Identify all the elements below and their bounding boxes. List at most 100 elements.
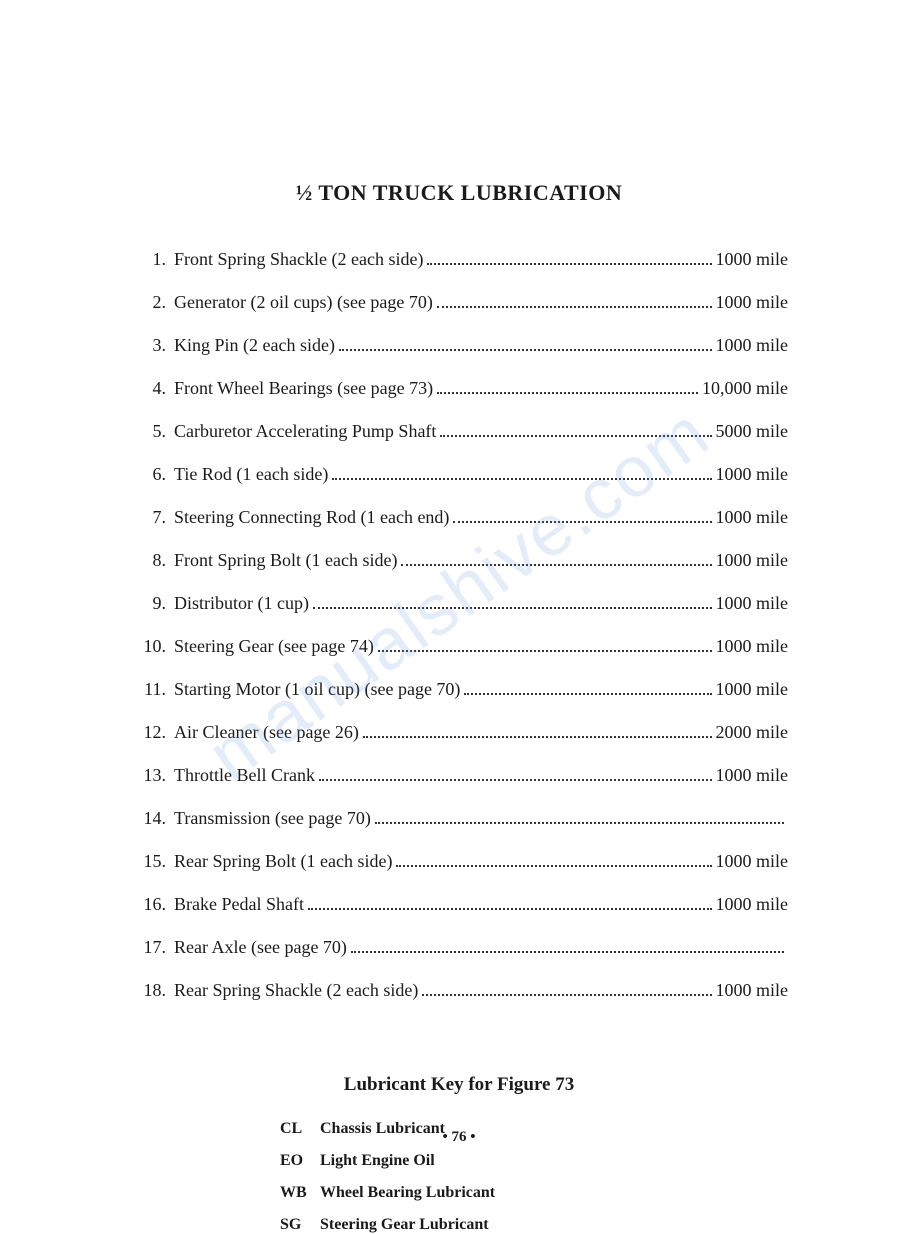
- item-number: 17.: [130, 934, 174, 961]
- item-interval: 1000 mile: [716, 676, 789, 703]
- key-item: WBWheel Bearing Lubricant: [280, 1184, 788, 1202]
- list-item: 16.Brake Pedal Shaft 1000 mile: [130, 891, 788, 918]
- list-item: 4.Front Wheel Bearings (see page 73) 10,0…: [130, 375, 788, 402]
- leader-dots: [422, 994, 711, 996]
- item-interval: 1000 mile: [716, 848, 789, 875]
- list-item: 9.Distributor (1 cup) 1000 mile: [130, 590, 788, 617]
- key-description: Wheel Bearing Lubricant: [320, 1184, 495, 1202]
- item-number: 9.: [130, 590, 174, 617]
- item-interval: 1000 mile: [716, 246, 789, 273]
- item-number: 6.: [130, 461, 174, 488]
- leader-dots: [308, 908, 712, 910]
- item-number: 5.: [130, 418, 174, 445]
- item-number: 12.: [130, 719, 174, 746]
- leader-dots: [453, 521, 711, 523]
- key-title: Lubricant Key for Figure 73: [130, 1074, 788, 1096]
- list-item: 12.Air Cleaner (see page 26) 2000 mile: [130, 719, 788, 746]
- page-number: • 76 •: [0, 1129, 918, 1146]
- item-label: Tie Rod (1 each side): [174, 461, 328, 488]
- item-label: Front Spring Bolt (1 each side): [174, 547, 397, 574]
- leader-dots: [427, 263, 711, 265]
- key-code: EO: [280, 1152, 320, 1170]
- item-label: Starting Motor (1 oil cup) (see page 70): [174, 676, 460, 703]
- item-number: 3.: [130, 332, 174, 359]
- page-title: ½ TON TRUCK LUBRICATION: [130, 180, 788, 206]
- item-label: Generator (2 oil cups) (see page 70): [174, 289, 433, 316]
- item-number: 4.: [130, 375, 174, 402]
- item-interval: 1000 mile: [716, 590, 789, 617]
- item-interval: 1000 mile: [716, 332, 789, 359]
- leader-dots: [401, 564, 711, 566]
- item-label: Transmission (see page 70): [174, 805, 371, 832]
- item-interval: 10,000 mile: [702, 375, 788, 402]
- leader-dots: [363, 736, 712, 738]
- item-interval: 1000 mile: [716, 633, 789, 660]
- item-label: Brake Pedal Shaft: [174, 891, 304, 918]
- list-item: 8.Front Spring Bolt (1 each side) 1000 mi…: [130, 547, 788, 574]
- list-item: 10.Steering Gear (see page 74) 1000 mile: [130, 633, 788, 660]
- item-number: 18.: [130, 977, 174, 1004]
- item-label: Carburetor Accelerating Pump Shaft: [174, 418, 436, 445]
- item-label: Air Cleaner (see page 26): [174, 719, 359, 746]
- leader-dots: [437, 392, 698, 394]
- list-item: 15.Rear Spring Bolt (1 each side)1000 mi…: [130, 848, 788, 875]
- list-item: 7.Steering Connecting Rod (1 each end) 10…: [130, 504, 788, 531]
- item-number: 8.: [130, 547, 174, 574]
- item-number: 1.: [130, 246, 174, 273]
- item-interval: 2000 mile: [716, 719, 789, 746]
- item-label: Front Wheel Bearings (see page 73): [174, 375, 433, 402]
- leader-dots: [332, 478, 711, 480]
- list-item: 17.Rear Axle (see page 70): [130, 934, 788, 961]
- item-label: King Pin (2 each side): [174, 332, 335, 359]
- lubrication-list: 1.Front Spring Shackle (2 each side) 1000…: [130, 246, 788, 1004]
- list-item: 3.King Pin (2 each side) 1000 mile: [130, 332, 788, 359]
- item-interval: 1000 mile: [716, 762, 789, 789]
- item-interval: 1000 mile: [716, 289, 789, 316]
- item-label: Steering Connecting Rod (1 each end): [174, 504, 449, 531]
- item-interval: 1000 mile: [716, 504, 789, 531]
- list-item: 14.Transmission (see page 70): [130, 805, 788, 832]
- list-item: 18.Rear Spring Shackle (2 each side) 1000…: [130, 977, 788, 1004]
- leader-dots: [437, 306, 712, 308]
- leader-dots: [375, 822, 784, 824]
- leader-dots: [319, 779, 712, 781]
- item-number: 13.: [130, 762, 174, 789]
- item-interval: 5000 mile: [716, 418, 789, 445]
- leader-dots: [440, 435, 711, 437]
- item-interval: 1000 mile: [716, 547, 789, 574]
- leader-dots: [351, 951, 784, 953]
- key-item: SGSteering Gear Lubricant: [280, 1216, 788, 1234]
- leader-dots: [339, 349, 712, 351]
- item-number: 15.: [130, 848, 174, 875]
- list-item: 5.Carburetor Accelerating Pump Shaft 5000…: [130, 418, 788, 445]
- key-code: SG: [280, 1216, 320, 1234]
- key-description: Steering Gear Lubricant: [320, 1216, 489, 1234]
- list-item: 13.Throttle Bell Crank 1000 mile: [130, 762, 788, 789]
- leader-dots: [396, 865, 711, 867]
- item-number: 16.: [130, 891, 174, 918]
- item-interval: 1000 mile: [716, 977, 789, 1004]
- item-label: Rear Axle (see page 70): [174, 934, 347, 961]
- item-number: 14.: [130, 805, 174, 832]
- list-item: 1.Front Spring Shackle (2 each side) 1000…: [130, 246, 788, 273]
- leader-dots: [313, 607, 712, 609]
- item-number: 7.: [130, 504, 174, 531]
- leader-dots: [464, 693, 711, 695]
- item-number: 2.: [130, 289, 174, 316]
- key-item: EOLight Engine Oil: [280, 1152, 788, 1170]
- item-interval: 1000 mile: [716, 461, 789, 488]
- item-label: Rear Spring Shackle (2 each side): [174, 977, 418, 1004]
- list-item: 11.Starting Motor (1 oil cup) (see page …: [130, 676, 788, 703]
- item-label: Steering Gear (see page 74): [174, 633, 374, 660]
- key-code: WB: [280, 1184, 320, 1202]
- item-number: 10.: [130, 633, 174, 660]
- list-item: 2.Generator (2 oil cups) (see page 70) 10…: [130, 289, 788, 316]
- item-number: 11.: [130, 676, 174, 703]
- item-interval: 1000 mile: [716, 891, 789, 918]
- leader-dots: [378, 650, 712, 652]
- item-label: Distributor (1 cup): [174, 590, 309, 617]
- list-item: 6.Tie Rod (1 each side) 1000 mile: [130, 461, 788, 488]
- item-label: Front Spring Shackle (2 each side): [174, 246, 423, 273]
- key-description: Light Engine Oil: [320, 1152, 435, 1170]
- item-label: Throttle Bell Crank: [174, 762, 315, 789]
